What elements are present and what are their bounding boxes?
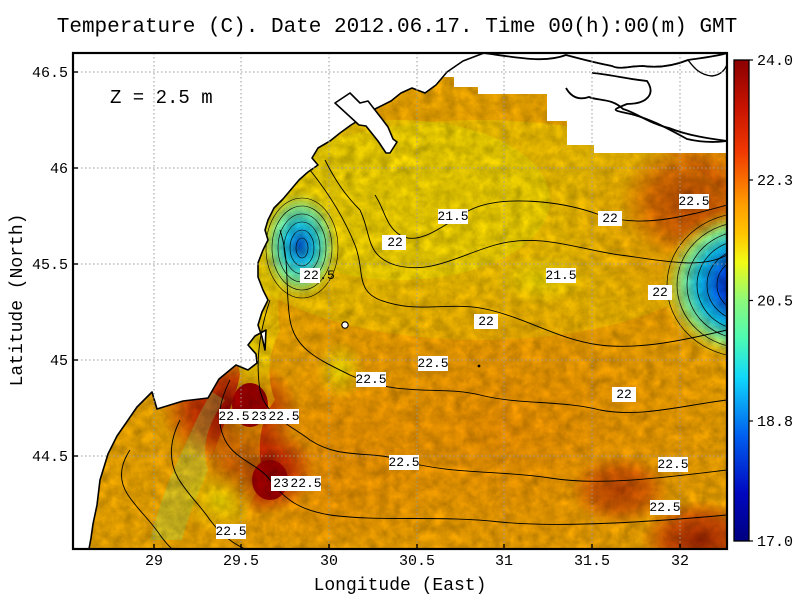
- svg-text:22: 22: [602, 211, 618, 226]
- svg-text:22.5: 22.5: [268, 409, 299, 424]
- svg-text:22.5: 22.5: [388, 455, 419, 470]
- svg-text:29: 29: [145, 553, 163, 570]
- svg-text:18.8: 18.8: [757, 414, 793, 431]
- svg-text:23: 23: [251, 409, 267, 424]
- svg-text:29.5: 29.5: [223, 553, 259, 570]
- svg-text:46: 46: [50, 161, 68, 178]
- svg-text:.5: .5: [319, 268, 335, 283]
- svg-text:31.5: 31.5: [574, 553, 610, 570]
- svg-text:Latitude (North): Latitude (North): [8, 214, 28, 387]
- svg-text:22: 22: [478, 314, 494, 329]
- svg-text:22: 22: [652, 285, 668, 300]
- svg-text:Temperature (C). Date 2012.06.: Temperature (C). Date 2012.06.17. Time 0…: [57, 16, 738, 39]
- svg-text:45: 45: [50, 353, 68, 370]
- svg-text:30.5: 30.5: [399, 553, 435, 570]
- svg-text:Z = 2.5 m: Z = 2.5 m: [110, 87, 213, 109]
- svg-text:17.0: 17.0: [757, 534, 793, 551]
- svg-text:22.3: 22.3: [757, 173, 793, 190]
- svg-text:22.5: 22.5: [649, 500, 680, 515]
- svg-text:46.5: 46.5: [32, 65, 68, 82]
- svg-text:24.0: 24.0: [757, 53, 793, 70]
- svg-text:22.5: 22.5: [215, 524, 246, 539]
- svg-text:30: 30: [320, 553, 338, 570]
- svg-text:23: 23: [273, 476, 289, 491]
- svg-text:32: 32: [671, 553, 689, 570]
- svg-text:22.5: 22.5: [218, 409, 249, 424]
- svg-text:44.5: 44.5: [32, 449, 68, 466]
- svg-text:31: 31: [495, 553, 513, 570]
- svg-text:20.5: 20.5: [757, 294, 793, 311]
- svg-text:21.5: 21.5: [545, 268, 576, 283]
- svg-text:45.5: 45.5: [32, 257, 68, 274]
- svg-text:22.5: 22.5: [290, 476, 321, 491]
- svg-text:Longitude (East): Longitude (East): [314, 576, 487, 596]
- svg-text:22.5: 22.5: [355, 372, 386, 387]
- svg-text:22: 22: [387, 235, 403, 250]
- svg-text:22.5: 22.5: [657, 457, 688, 472]
- svg-text:22.5: 22.5: [678, 194, 709, 209]
- svg-text:22.5: 22.5: [417, 356, 448, 371]
- svg-text:21.5: 21.5: [437, 209, 468, 224]
- svg-text:22: 22: [616, 387, 632, 402]
